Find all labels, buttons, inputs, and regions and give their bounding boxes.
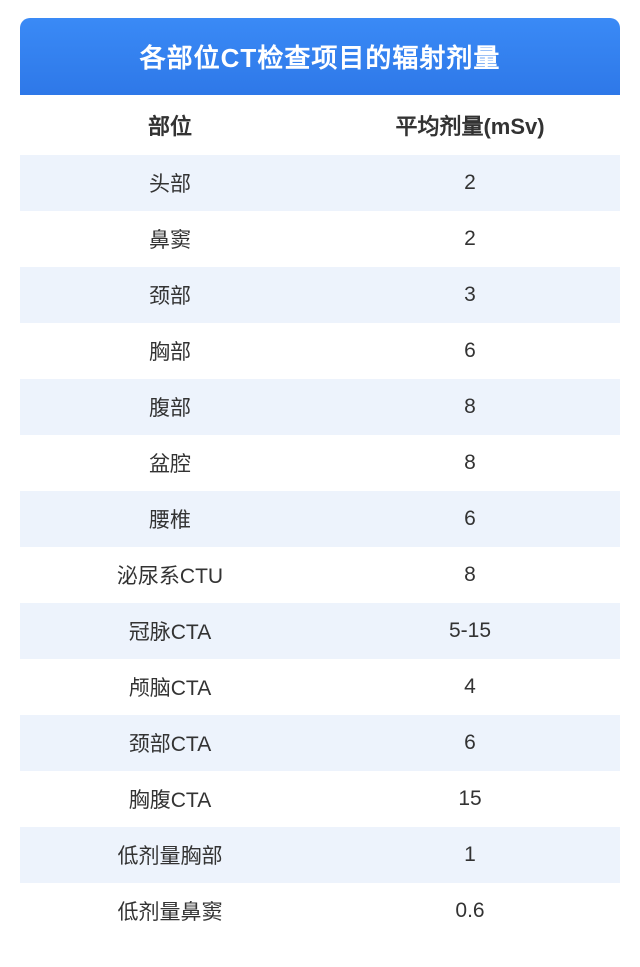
cell-dose-value: 2 xyxy=(320,211,620,267)
column-header-dose: 平均剂量(mSv) xyxy=(320,95,620,155)
table-row: 颈部3 xyxy=(20,267,620,323)
cell-dose-value: 1 xyxy=(320,827,620,883)
cell-dose-value: 0.6 xyxy=(320,883,620,939)
table-title: 各部位CT检查项目的辐射剂量 xyxy=(20,18,620,95)
table-row: 盆腔8 xyxy=(20,435,620,491)
table-row: 头部2 xyxy=(20,155,620,211)
column-header-body-part: 部位 xyxy=(20,95,320,155)
cell-dose-value: 6 xyxy=(320,491,620,547)
cell-dose-value: 3 xyxy=(320,267,620,323)
cell-body-part: 低剂量鼻窦 xyxy=(20,883,320,939)
table-row: 胸腹CTA15 xyxy=(20,771,620,827)
cell-body-part: 低剂量胸部 xyxy=(20,827,320,883)
cell-dose-value: 6 xyxy=(320,715,620,771)
cell-body-part: 颈部CTA xyxy=(20,715,320,771)
table-row: 冠脉CTA5-15 xyxy=(20,603,620,659)
cell-dose-value: 4 xyxy=(320,659,620,715)
cell-body-part: 泌尿系CTU xyxy=(20,547,320,603)
cell-body-part: 颈部 xyxy=(20,267,320,323)
cell-body-part: 盆腔 xyxy=(20,435,320,491)
table-row: 低剂量鼻窦0.6 xyxy=(20,883,620,939)
cell-body-part: 腹部 xyxy=(20,379,320,435)
cell-dose-value: 6 xyxy=(320,323,620,379)
table-row: 胸部6 xyxy=(20,323,620,379)
table-row: 鼻窦2 xyxy=(20,211,620,267)
cell-body-part: 头部 xyxy=(20,155,320,211)
cell-body-part: 胸部 xyxy=(20,323,320,379)
table-row: 颈部CTA6 xyxy=(20,715,620,771)
table-row: 腹部8 xyxy=(20,379,620,435)
cell-dose-value: 15 xyxy=(320,771,620,827)
table-row: 颅脑CTA4 xyxy=(20,659,620,715)
cell-dose-value: 8 xyxy=(320,547,620,603)
cell-body-part: 颅脑CTA xyxy=(20,659,320,715)
cell-dose-value: 8 xyxy=(320,435,620,491)
dose-table: 部位 平均剂量(mSv) 头部2鼻窦2颈部3胸部6腹部8盆腔8腰椎6泌尿系CTU… xyxy=(20,95,620,939)
cell-body-part: 腰椎 xyxy=(20,491,320,547)
cell-body-part: 鼻窦 xyxy=(20,211,320,267)
cell-dose-value: 8 xyxy=(320,379,620,435)
table-row: 腰椎6 xyxy=(20,491,620,547)
table-row: 泌尿系CTU8 xyxy=(20,547,620,603)
cell-dose-value: 5-15 xyxy=(320,603,620,659)
cell-dose-value: 2 xyxy=(320,155,620,211)
cell-body-part: 胸腹CTA xyxy=(20,771,320,827)
table-container: 各部位CT检查项目的辐射剂量 部位 平均剂量(mSv) 头部2鼻窦2颈部3胸部6… xyxy=(0,0,640,957)
table-row: 低剂量胸部1 xyxy=(20,827,620,883)
cell-body-part: 冠脉CTA xyxy=(20,603,320,659)
table-header-row: 部位 平均剂量(mSv) xyxy=(20,95,620,155)
